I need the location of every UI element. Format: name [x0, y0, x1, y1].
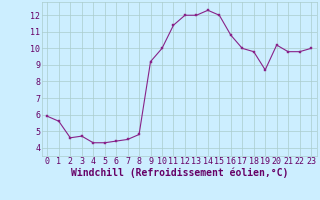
X-axis label: Windchill (Refroidissement éolien,°C): Windchill (Refroidissement éolien,°C)	[70, 168, 288, 178]
